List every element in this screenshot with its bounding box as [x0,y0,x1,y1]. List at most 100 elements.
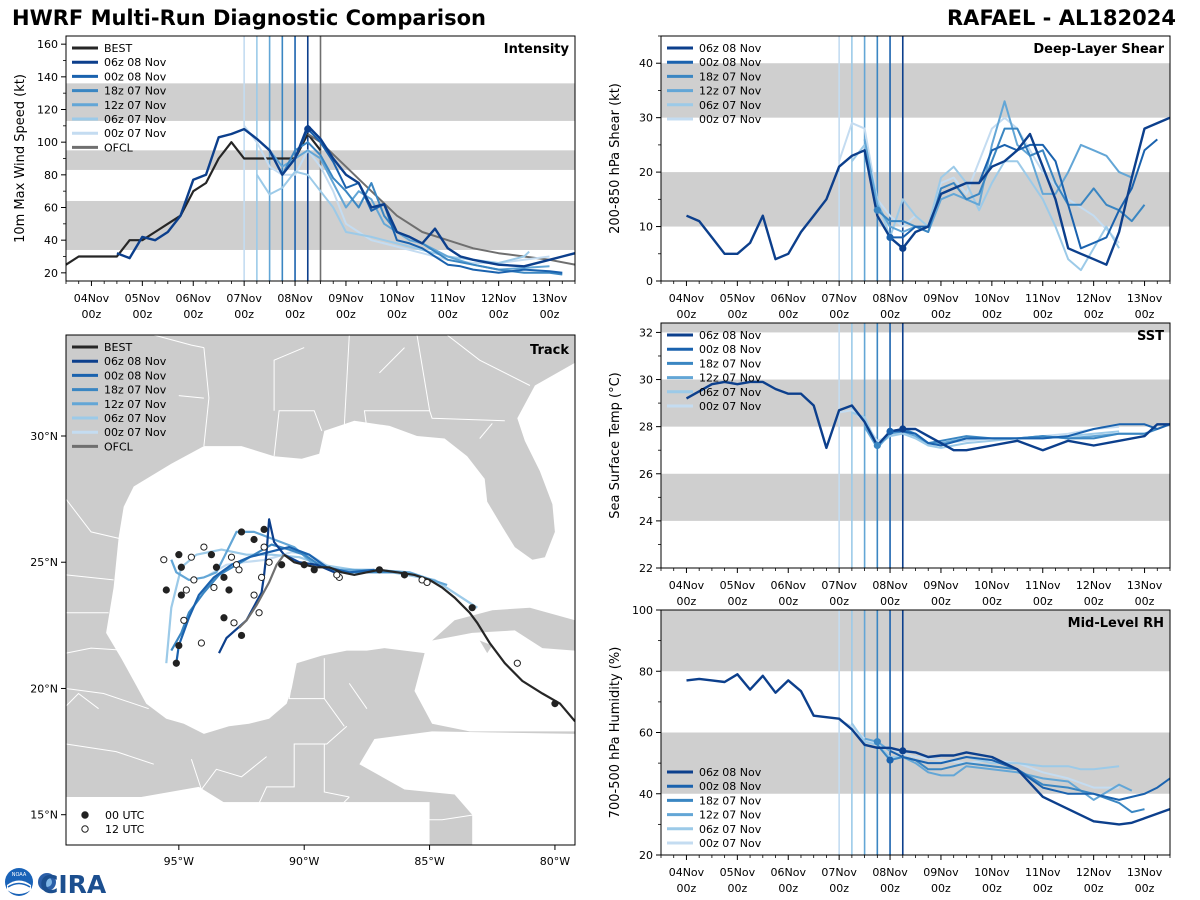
x-tick-label: 08Nov [872,866,908,879]
political-border [248,725,348,826]
x-tick-label: 00z [829,882,849,895]
track-point-12utc [197,639,205,647]
track-point-12utc [210,583,218,592]
threshold-band [661,473,1170,521]
x-tick-label: 00z [1084,308,1104,321]
political-border [273,410,323,457]
y-tick-label: 24 [639,515,653,528]
legend-label: 06z 08 Nov [699,42,762,55]
legend-label: 00z 08 Nov [104,369,167,382]
init-marker [304,125,312,133]
x-tick-label: 05Nov [125,292,161,305]
init-marker [886,233,894,242]
y-tick-label: 15°N [30,809,58,822]
x-tick-label: 06Nov [176,292,212,305]
track-point-12utc [235,566,243,574]
legend-label: 12z 07 Nov [104,398,167,411]
x-tick-label: 10Nov [974,292,1010,305]
political-border [379,347,405,374]
x-tick-label: 11Nov [1025,292,1061,305]
series-line [838,719,1120,789]
init-marker [899,244,907,252]
political-border [178,395,204,399]
track-point-00utc [175,641,183,650]
x-tick-label: 00z [677,882,697,895]
gulf-of-mexico [106,362,575,734]
x-tick-label: 00z [982,308,1002,321]
x-tick-label: 00z [1033,595,1053,608]
track-point-12utc [260,543,268,551]
figure-title: HWRF Multi-Run Diagnostic Comparison [12,6,487,30]
y-tick-label: 20°N [30,682,58,695]
noaa-logo-text: NOAA [12,872,27,878]
track-point-00utc [250,535,258,544]
track-point-00utc [175,551,183,559]
x-tick-label: 00z [677,595,697,608]
x-tick-label: 08Nov [872,579,908,592]
y-tick-label: 30°N [30,430,58,443]
track-point-00utc [162,586,170,594]
political-border [288,668,345,727]
best-point-00utc [551,700,559,708]
x-tick-label: 04Nov [74,292,110,305]
panel-title: Intensity [504,42,570,57]
legend-label: 00z 08 Nov [104,70,167,83]
political-border [318,796,350,831]
track-point-12utc [230,619,238,627]
init-marker [873,206,881,214]
track-point-12utc [160,556,168,564]
x-tick-label: 07Nov [821,292,857,305]
track-point-12utc [255,609,263,617]
y-tick-label: 80 [639,665,653,678]
x-tick-label: 00z [1084,595,1104,608]
best-point-00utc [468,604,476,612]
x-tick-label: 00z [727,595,747,608]
isle-of-youth [479,640,493,654]
legend-label: 06z 08 Nov [699,329,762,342]
legend-label: 12z 07 Nov [699,85,762,98]
x-tick-label: 00z [387,308,407,321]
track-point-00utc [310,566,318,574]
init-marker [873,738,881,746]
political-border [66,743,154,765]
y-tick-label: 40 [44,234,58,247]
x-tick-label: 11Nov [1025,866,1061,879]
y-tick-label: 26 [639,468,653,481]
x-tick-label: 00z [880,595,900,608]
x-tick-label: 00z [931,882,951,895]
x-tick-label: 00z [677,308,697,321]
series-line [686,116,1170,266]
y-axis-label: Sea Surface Temp (°C) [608,372,623,519]
x-tick-label: 11Nov [1025,579,1061,592]
x-tick-label: 09Nov [923,579,959,592]
track-point-12utc [227,553,236,561]
storm-title: RAFAEL - AL182024 [947,6,1176,30]
y-tick-label: 80 [44,169,58,182]
x-tick-label: 95°W [164,855,194,868]
x-tick-label: 10Nov [974,866,1010,879]
best-point-12utc [513,659,521,667]
track-point-12utc [180,616,188,624]
political-border [273,347,305,411]
track-point-00utc [177,591,185,599]
x-tick-label: 00z [829,308,849,321]
cira-logo: NOAA CIRA [5,868,107,898]
political-border [371,814,475,843]
political-border [66,692,99,710]
x-tick-label: 13Nov [532,292,568,305]
panel-title: Track [530,343,569,358]
x-tick-label: 07Nov [226,292,262,305]
track-point-00utc [278,561,286,569]
x-tick-label: 00z [285,308,305,321]
init-marker [886,756,894,764]
track-point-12utc [182,586,190,594]
y-axis-label: 200-850 hPa Shear (kt) [608,83,623,234]
legend-label: 18z 07 Nov [699,794,762,807]
y-axis-label: 700-500 hPa Humidity (%) [608,647,623,819]
track-point-00utc [225,586,233,594]
track-point-12utc [200,543,208,551]
x-tick-label: 00z [880,308,900,321]
legend-label: 18z 07 Nov [104,85,167,98]
track-map-area [66,335,575,845]
y-tick-label: 10 [639,221,653,234]
